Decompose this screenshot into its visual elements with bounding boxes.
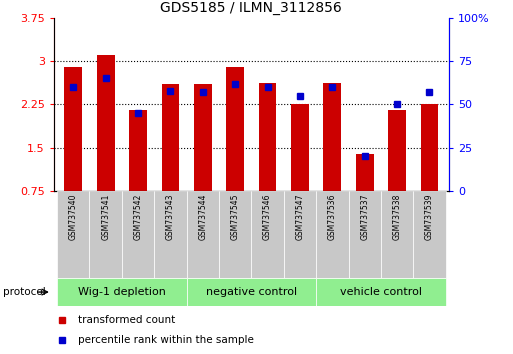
Bar (154, 191, 187, 278)
Bar (129, 110, 147, 191)
Bar (381, 191, 413, 278)
Text: GSM737544: GSM737544 (199, 194, 207, 240)
Bar (291, 104, 309, 191)
Text: protocol: protocol (3, 287, 45, 297)
Bar (348, 191, 381, 278)
Text: GSM737538: GSM737538 (392, 194, 402, 240)
Bar (187, 278, 316, 306)
Bar (57, 278, 187, 306)
Text: GSM737541: GSM737541 (101, 194, 110, 240)
Text: GSM737546: GSM737546 (263, 194, 272, 240)
Bar (316, 278, 446, 306)
Text: GSM737539: GSM737539 (425, 194, 434, 240)
Bar (187, 191, 219, 278)
Bar (323, 83, 341, 191)
Bar (89, 191, 122, 278)
Bar (421, 104, 438, 191)
Title: GDS5185 / ILMN_3112856: GDS5185 / ILMN_3112856 (161, 1, 342, 15)
Bar (316, 191, 348, 278)
Bar (162, 84, 180, 191)
Text: Wig-1 depletion: Wig-1 depletion (78, 287, 166, 297)
Bar (219, 191, 251, 278)
Text: transformed count: transformed count (77, 315, 175, 325)
Bar (284, 191, 316, 278)
Text: negative control: negative control (206, 287, 297, 297)
Text: GSM737537: GSM737537 (360, 194, 369, 240)
Text: GSM737540: GSM737540 (69, 194, 78, 240)
Bar (356, 154, 373, 191)
Bar (122, 191, 154, 278)
Bar (226, 67, 244, 191)
Bar (251, 191, 284, 278)
Bar (413, 191, 446, 278)
Bar (259, 83, 277, 191)
Text: GSM737536: GSM737536 (328, 194, 337, 240)
Text: GSM737545: GSM737545 (231, 194, 240, 240)
Text: GSM737547: GSM737547 (295, 194, 304, 240)
Bar (65, 67, 82, 191)
Text: vehicle control: vehicle control (340, 287, 422, 297)
Text: percentile rank within the sample: percentile rank within the sample (77, 335, 253, 345)
Bar (194, 84, 212, 191)
Text: GSM737543: GSM737543 (166, 194, 175, 240)
Text: GSM737542: GSM737542 (133, 194, 143, 240)
Bar (57, 191, 89, 278)
Bar (97, 55, 114, 191)
Bar (388, 110, 406, 191)
